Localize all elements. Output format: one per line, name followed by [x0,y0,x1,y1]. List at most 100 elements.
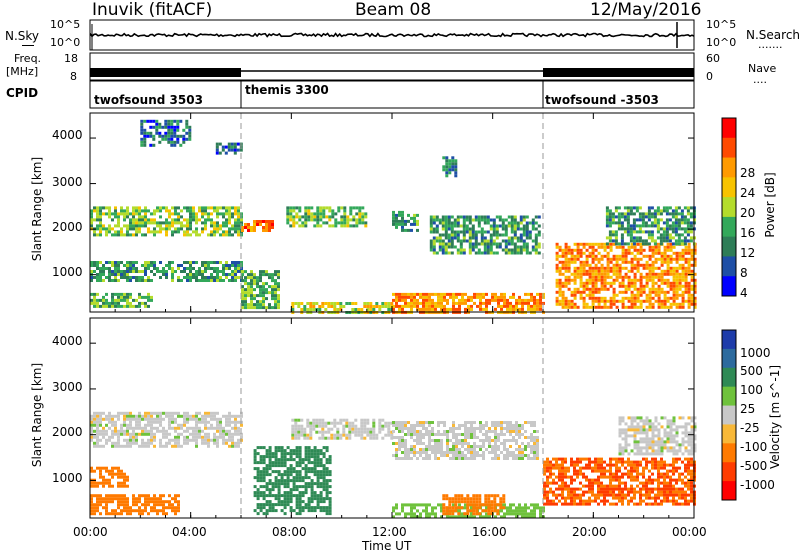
power-cell [597,269,601,273]
velocity-cell [168,441,171,445]
power-cell [237,209,240,213]
power-cell [533,298,536,302]
power-cell [189,261,192,264]
power-cell [678,281,682,285]
power-cell [570,305,574,309]
power-cell [471,236,475,240]
velocity-cell [360,421,364,425]
velocity-cell [316,497,320,501]
power-cell [585,293,589,297]
power-cell [429,215,433,219]
velocity-cell [458,451,461,454]
power-cell [582,281,586,285]
power-cell [630,269,634,273]
velocity-cell [277,488,281,492]
power-cell [219,233,222,237]
velocity-cell [283,470,287,474]
power-cell [492,221,496,225]
power-cell [506,298,509,302]
velocity-cell [192,426,195,430]
velocity-cell [527,515,530,519]
power-cell [555,254,559,258]
power-cell [129,304,132,308]
power-cell [681,266,685,270]
power-cell [504,233,508,237]
velocity-cell [162,417,165,421]
velocity-cell [108,494,111,498]
power-cell [678,284,682,288]
power-cell [494,292,497,296]
power-cell [150,230,153,234]
power-cell [452,307,455,311]
power-cell [536,298,539,302]
velocity-cell [316,449,320,453]
power-cell [340,224,344,228]
velocity-cell [219,432,222,436]
power-cell [642,248,646,252]
velocity-cell [494,457,497,460]
velocity-cell [497,433,500,436]
power-cell [138,301,141,305]
velocity-cell [307,446,311,450]
power-cell [144,261,147,264]
power-cell [444,236,448,240]
power-cell [123,215,126,219]
velocity-cell [521,515,524,519]
power-cell [693,248,697,252]
velocity-cell [268,452,272,456]
power-cell [262,226,265,229]
power-cell [659,209,663,213]
power-cell [227,148,231,152]
velocity-cell [165,506,168,510]
velocity-cell [210,411,213,415]
power-cell [671,242,675,246]
power-cell [693,305,697,309]
velocity-cell [564,472,567,476]
velocity-cell [485,448,488,451]
power-cell [392,216,395,220]
power-cell [462,224,466,228]
power-cell [189,270,192,273]
velocity-cell [555,460,558,464]
power-cell [612,290,616,294]
power-cell [428,304,431,308]
velocity-cell [129,420,132,424]
power-cell [558,299,562,303]
power-cell [576,272,580,276]
power-cell [271,220,274,223]
velocity-cell [204,441,207,445]
velocity-cell [289,491,293,495]
velocity-cell [318,418,322,422]
power-cell [213,209,216,213]
velocity-cell [500,451,503,454]
power-cell [600,269,604,273]
velocity-cell [265,470,269,474]
velocity-cell [225,420,228,424]
velocity-cell [579,496,582,500]
power-cell [410,228,413,232]
velocity-cell [464,433,467,436]
power-cell [237,212,240,216]
power-cell [576,287,580,291]
velocity-cell [573,502,576,506]
velocity-cell [105,509,108,513]
power-cell [662,239,666,243]
power-cell [510,242,514,246]
velocity-cell [174,420,177,424]
power-cell [504,242,508,246]
velocity-cell [177,509,180,513]
power-cell [534,248,538,252]
power-cell [632,206,636,210]
power-cell [588,275,592,279]
velocity-cell [234,429,237,433]
velocity-cell [268,479,272,483]
velocity-cell [310,452,314,456]
power-cell [486,218,490,222]
power-cell [361,221,365,225]
power-cell [489,227,493,231]
power-cell [639,242,643,246]
power-cell [639,257,643,261]
power-cell [346,215,350,219]
power-cell [274,273,277,277]
power-cell [404,292,407,296]
